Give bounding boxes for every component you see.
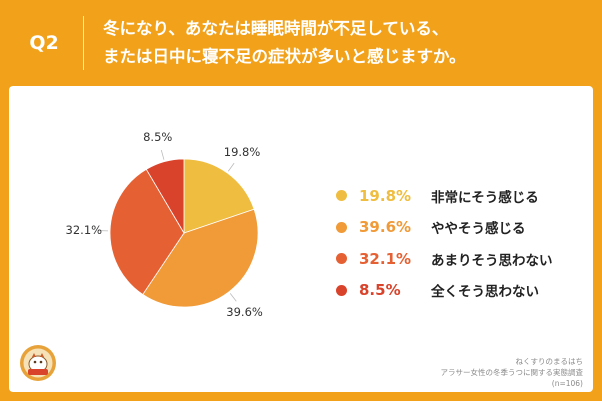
pie-leader-line [160, 149, 165, 160]
pie-slice [145, 158, 185, 235]
legend-item: 32.1% あまりそう思わない [336, 243, 586, 275]
legend-label: あまりそう思わない [431, 252, 553, 269]
source-note: ねくすりのまるはち アラサー女性の冬季うつに関する実態調査 (n=106) [343, 356, 584, 389]
pie-slice [109, 168, 185, 296]
question-text: 冬になり、あなたは睡眠時間が不足している、 または日中に寝不足の症状が多いと感じ… [103, 15, 593, 71]
header-divider [83, 16, 84, 70]
legend-percent: 32.1% [359, 249, 412, 268]
legend-item: 39.6% ややそう感じる [336, 212, 586, 244]
legend-percent: 19.8% [359, 186, 412, 205]
source-line-1: ねくすりのまるはち [515, 357, 584, 366]
pie-chart [98, 149, 259, 308]
legend-swatch [336, 284, 347, 296]
pie-slice-label: 8.5% [143, 129, 173, 144]
legend-label: 非常にそう感じる [431, 189, 539, 206]
pie-slice-label: 19.8% [223, 144, 261, 159]
pie-leader-line [229, 293, 237, 302]
question-line-1: 冬になり、あなたは睡眠時間が不足している、 [103, 19, 449, 38]
legend-percent: 8.5% [359, 281, 401, 300]
legend-label: ややそう感じる [431, 221, 526, 238]
source-line-3: (n=106) [551, 379, 583, 388]
legend-item: 19.8% 非常にそう感じる [336, 180, 586, 212]
legend-label: 全くそう思わない [431, 284, 539, 301]
maruhachi-logo-icon [20, 345, 56, 381]
source-line-2: アラサー女性の冬季うつに関する実態調査 [440, 368, 584, 377]
legend-percent: 39.6% [359, 218, 412, 237]
legend-swatch [336, 221, 347, 233]
pie-leader-line [227, 162, 235, 172]
question-number: Q2 [29, 32, 59, 54]
pie-slice [142, 208, 259, 308]
question-line-2: または日中に寝不足の症状が多いと感じますか。 [103, 47, 466, 66]
header: Q2 冬になり、あなたは睡眠時間が不足している、 または日中に寝不足の症状が多い… [0, 0, 602, 86]
legend-swatch [336, 253, 347, 265]
legend-item: 8.5% 全くそう思わない [336, 275, 586, 307]
pie-slice-label: 32.1% [65, 223, 103, 238]
chart-card: 19.8% 39.6% 32.1% 8.5% 19.8% 非常にそう感じる 39.6% やや… [9, 86, 593, 392]
legend: 19.8% 非常にそう感じる 39.6% ややそう感じる 32.1% あまりそう思わない 8… [336, 180, 586, 306]
legend-swatch [336, 190, 347, 202]
pie-slice [183, 158, 255, 234]
pie-slice-label: 39.6% [226, 305, 263, 320]
